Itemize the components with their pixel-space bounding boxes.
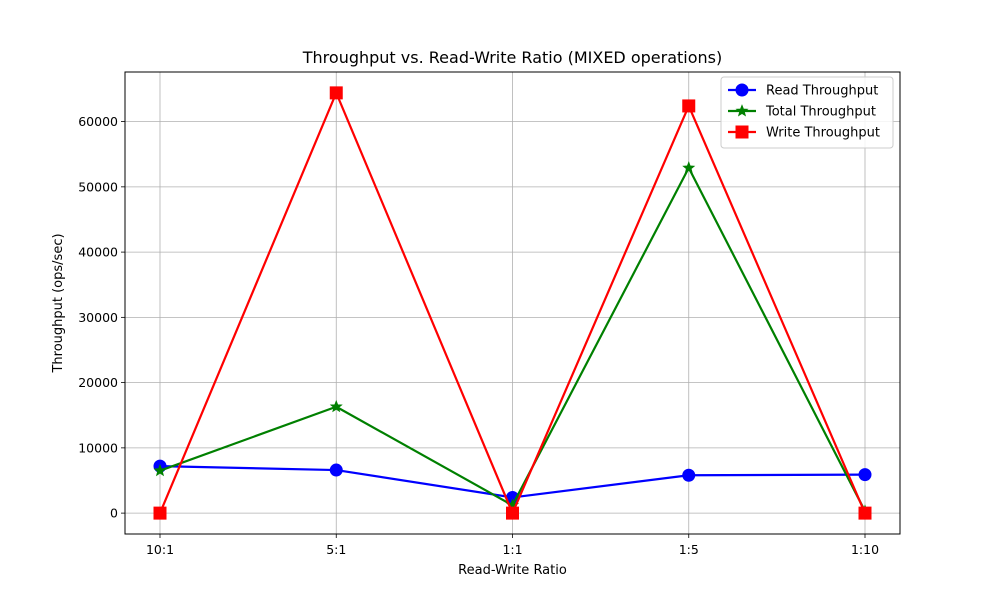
y-tick-label: 10000 xyxy=(78,440,118,455)
data-point xyxy=(329,86,343,100)
data-point xyxy=(329,399,343,413)
legend-marker xyxy=(735,104,749,117)
x-tick-label: 10:1 xyxy=(146,542,174,557)
x-tick-label: 5:1 xyxy=(326,542,346,557)
data-point xyxy=(506,506,519,520)
legend-item: Read Throughput xyxy=(728,83,878,99)
legend-item: Write Throughput xyxy=(728,125,880,141)
data-point xyxy=(153,463,167,477)
data-point xyxy=(682,99,696,113)
chart-title: Throughput vs. Read-Write Ratio (MIXED o… xyxy=(302,48,722,67)
legend-label: Read Throughput xyxy=(766,84,878,99)
y-tick-label: 50000 xyxy=(78,179,118,194)
y-tick-label: 30000 xyxy=(78,310,118,325)
legend-marker xyxy=(735,83,749,97)
x-tick-label: 1:1 xyxy=(502,542,522,557)
y-tick-label: 40000 xyxy=(78,245,118,260)
legend-item: Total Throughput xyxy=(728,104,876,120)
series-0 xyxy=(153,459,872,504)
data-point xyxy=(329,463,343,477)
legend-marker xyxy=(735,125,749,139)
y-tick-label: 0 xyxy=(110,506,118,521)
data-point xyxy=(858,506,872,520)
y-tick-label: 60000 xyxy=(78,114,118,129)
data-point xyxy=(682,161,696,174)
x-tick-label: 1:10 xyxy=(851,542,879,557)
data-point xyxy=(153,506,167,520)
legend-label: Total Throughput xyxy=(765,105,876,120)
legend-label: Write Throughput xyxy=(766,126,880,141)
legend-box xyxy=(720,76,894,149)
series-layer xyxy=(153,86,872,520)
x-axis-label: Read-Write Ratio xyxy=(458,563,567,578)
x-tick-label: 1:5 xyxy=(679,542,699,557)
data-point xyxy=(682,468,696,482)
tick-layer: 10:1 5:1 1:1 1:5 1:10 0 10000 20000 30000 40000 50… xyxy=(78,114,879,557)
y-axis-label: Throughput (ops/sec) xyxy=(51,233,66,373)
y-tick-label: 20000 xyxy=(78,375,118,390)
series-2 xyxy=(153,86,872,520)
data-point xyxy=(858,468,872,482)
legend: Read Throughput Total Throughput Write Thr… xyxy=(720,76,894,149)
